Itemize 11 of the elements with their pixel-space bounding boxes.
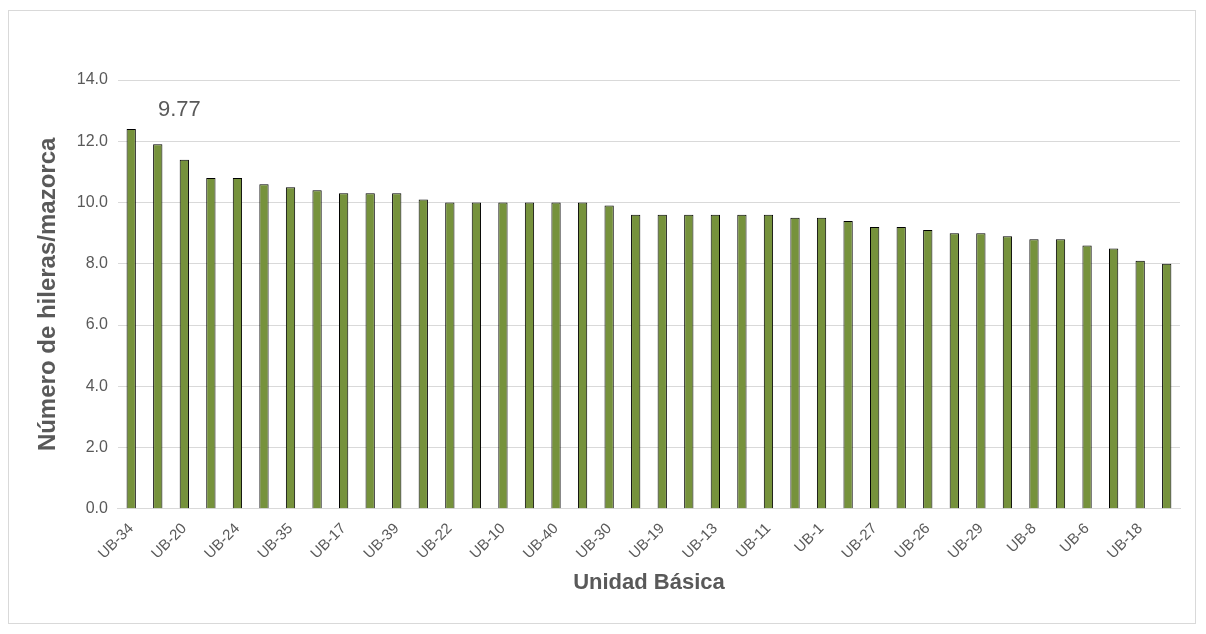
y-tick-label: 4.0	[85, 376, 109, 394]
y-tick-label: 10.0	[76, 192, 109, 210]
y-tick-label: 14.0	[76, 70, 109, 88]
y-tick-label: 6.0	[85, 315, 109, 333]
y-tick-label: 8.0	[85, 254, 109, 272]
y-axis-title: Número de hileras/mazorca	[33, 137, 61, 452]
y-tick-label: 0.0	[85, 499, 109, 517]
y-tick-label: 12.0	[76, 131, 109, 149]
annotation: 9.77	[158, 96, 201, 122]
y-tick-label: 2.0	[85, 437, 109, 455]
x-axis-title: Unidad Básica	[573, 568, 726, 594]
